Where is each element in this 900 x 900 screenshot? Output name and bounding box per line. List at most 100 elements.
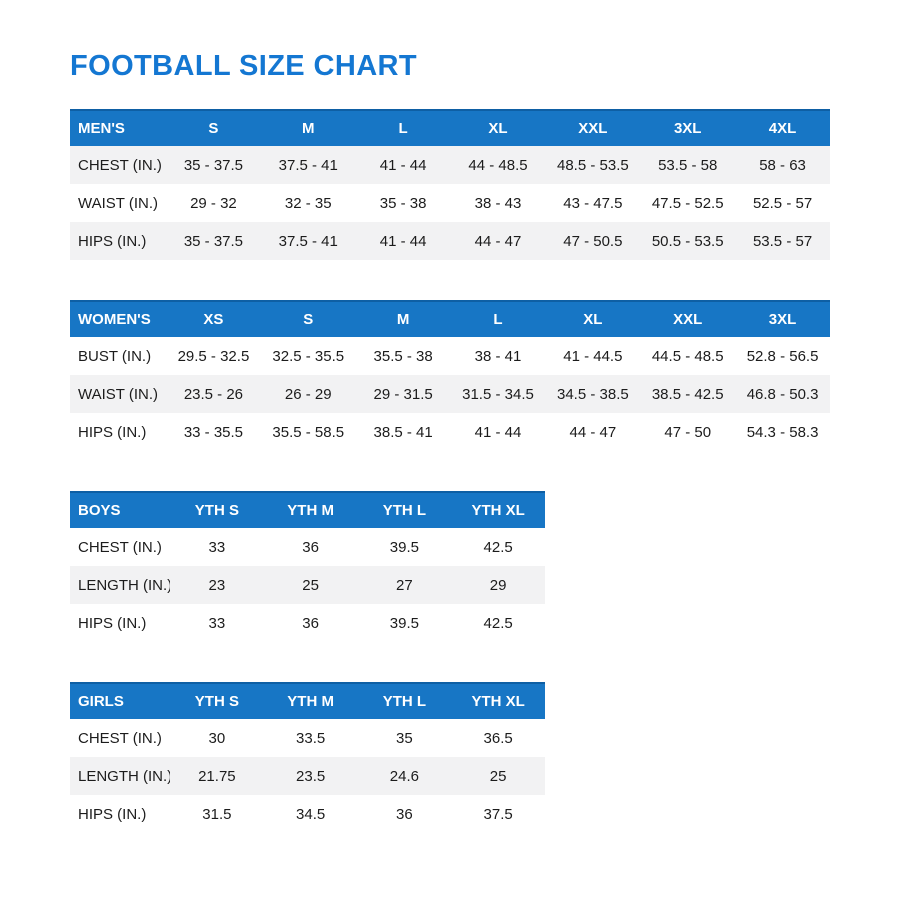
row-label: WAIST (IN.) <box>78 195 158 211</box>
row-label: BUST (IN.) <box>78 348 152 364</box>
size-header-cell: L <box>493 312 503 327</box>
size-chart-page: FOOTBALL SIZE CHART MEN'S S M L XL XXL 3XL 4XL C… <box>70 50 900 833</box>
value-cell: 24.6 <box>389 768 419 784</box>
value-cell: 46.8 - 50.3 <box>746 386 819 402</box>
size-header-cell: XL <box>488 121 508 136</box>
value-cell: 27 <box>396 577 413 593</box>
value-cell: 38 - 41 <box>474 348 522 364</box>
table-row: LENGTH (IN.) 23 25 27 29 <box>70 566 545 604</box>
value-cell: 35 - 37.5 <box>183 157 244 173</box>
size-header-cell: M <box>396 312 410 327</box>
size-header-cell: S <box>208 121 219 136</box>
row-label: CHEST (IN.) <box>78 539 162 555</box>
row-label: HIPS (IN.) <box>78 615 147 631</box>
row-label: LENGTH (IN.) <box>78 577 170 593</box>
size-table-boys: BOYS YTH S YTH M YTH L YTH XL CHEST (IN.) 33 36… <box>70 491 900 642</box>
value-cell: 44 - 47 <box>569 424 617 440</box>
value-cell: 32 - 35 <box>284 195 332 211</box>
value-cell: 33 - 35.5 <box>183 424 244 440</box>
size-header-cell: YTH L <box>382 503 427 518</box>
value-cell: 25 <box>489 768 507 784</box>
value-cell: 58 - 63 <box>759 157 806 173</box>
size-header-cell: YTH M <box>287 694 334 709</box>
value-cell: 36 <box>396 806 413 822</box>
table-header-row: MEN'S S M L XL XXL 3XL 4XL <box>70 109 830 146</box>
table-title-cell: GIRLS <box>78 694 124 709</box>
row-label: CHEST (IN.) <box>78 730 162 746</box>
value-cell: 26 - 29 <box>284 386 332 402</box>
value-cell: 53.5 - 57 <box>752 233 813 249</box>
value-cell: 50.5 - 53.5 <box>651 233 724 249</box>
value-cell: 29 - 32 <box>190 195 237 211</box>
table-row: HIPS (IN.) 33 36 39.5 42.5 <box>70 604 545 642</box>
value-cell: 21.75 <box>198 768 236 784</box>
value-cell: 42.5 <box>483 615 513 631</box>
size-header-cell: YTH M <box>287 503 334 518</box>
row-label: LENGTH (IN.) <box>78 768 170 784</box>
value-cell: 34.5 <box>296 806 326 822</box>
row-label: HIPS (IN.) <box>78 233 147 249</box>
table-title-cell: WOMEN'S <box>78 312 151 327</box>
value-cell: 44 - 48.5 <box>468 157 528 173</box>
value-cell: 41 - 44 <box>474 424 522 440</box>
size-header-cell: XXL <box>578 121 608 136</box>
size-header-cell: YTH S <box>194 503 239 518</box>
value-cell: 43 - 47.5 <box>563 195 623 211</box>
size-header-cell: L <box>398 121 408 136</box>
value-cell: 41 - 44 <box>379 157 427 173</box>
table-header-row: BOYS YTH S YTH M YTH L YTH XL <box>70 491 545 528</box>
table-row: CHEST (IN.) 30 33.5 35 36.5 <box>70 719 545 757</box>
table-row: BUST (IN.) 29.5 - 32.5 32.5 - 35.5 35.5 - 3… <box>70 337 830 375</box>
value-cell: 37.5 <box>483 806 513 822</box>
value-cell: 25 <box>302 577 319 593</box>
value-cell: 33 <box>208 539 226 555</box>
value-cell: 52.8 - 56.5 <box>746 348 819 364</box>
value-cell: 47 - 50 <box>664 424 712 440</box>
table-row: WAIST (IN.) 29 - 32 32 - 35 35 - 38 38 - 43 4… <box>70 184 830 222</box>
value-cell: 33 <box>208 615 226 631</box>
value-cell: 44.5 - 48.5 <box>651 348 724 364</box>
size-table-womens: WOMEN'S XS S M L XL XXL 3XL BUST (IN.) 29.5 - 32.… <box>70 300 900 451</box>
value-cell: 32.5 - 35.5 <box>272 348 345 364</box>
value-cell: 31.5 - 34.5 <box>462 386 534 402</box>
row-label: HIPS (IN.) <box>78 806 147 822</box>
table-row: HIPS (IN.) 33 - 35.5 35.5 - 58.5 38.5 - 41 4… <box>70 413 830 451</box>
size-header-cell: S <box>303 312 314 327</box>
value-cell: 23.5 - 26 <box>183 386 244 402</box>
table-title-cell: BOYS <box>78 503 121 518</box>
value-cell: 47 - 50.5 <box>563 233 623 249</box>
value-cell: 39.5 <box>389 615 419 631</box>
size-header-cell: YTH XL <box>471 694 525 709</box>
value-cell: 29.5 - 32.5 <box>177 348 250 364</box>
table-row: CHEST (IN.) 33 36 39.5 42.5 <box>70 528 545 566</box>
value-cell: 47.5 - 52.5 <box>651 195 724 211</box>
value-cell: 48.5 - 53.5 <box>556 157 629 173</box>
size-table-mens: MEN'S S M L XL XXL 3XL 4XL CHEST (IN.) 35 - 37.5 3… <box>70 109 900 260</box>
value-cell: 53.5 - 58 <box>658 157 718 173</box>
size-header-cell: XXL <box>673 312 703 327</box>
value-cell: 23 <box>208 577 226 593</box>
size-header-cell: M <box>302 121 315 136</box>
row-label: HIPS (IN.) <box>78 424 147 440</box>
table-title-cell: MEN'S <box>78 121 125 136</box>
value-cell: 31.5 <box>202 806 232 822</box>
size-header-cell: 3XL <box>768 312 797 327</box>
size-header-cell: XS <box>203 312 224 327</box>
value-cell: 41 - 44.5 <box>563 348 623 364</box>
value-cell: 42.5 <box>483 539 513 555</box>
value-cell: 34.5 - 38.5 <box>556 386 629 402</box>
table-row: HIPS (IN.) 31.5 34.5 36 37.5 <box>70 795 545 833</box>
row-label: WAIST (IN.) <box>78 386 158 402</box>
table-row: LENGTH (IN.) 21.75 23.5 24.6 25 <box>70 757 545 795</box>
value-cell: 35.5 - 58.5 <box>272 424 345 440</box>
value-cell: 36 <box>302 615 319 631</box>
size-header-cell: YTH XL <box>471 503 525 518</box>
table-header-row: WOMEN'S XS S M L XL XXL 3XL <box>70 300 830 337</box>
size-header-cell: 3XL <box>673 121 702 136</box>
value-cell: 52.5 - 57 <box>752 195 813 211</box>
value-cell: 38.5 - 42.5 <box>651 386 724 402</box>
size-header-cell: 4XL <box>768 121 797 136</box>
value-cell: 29 <box>489 577 507 593</box>
value-cell: 36 <box>302 539 319 555</box>
size-header-cell: YTH L <box>382 694 427 709</box>
